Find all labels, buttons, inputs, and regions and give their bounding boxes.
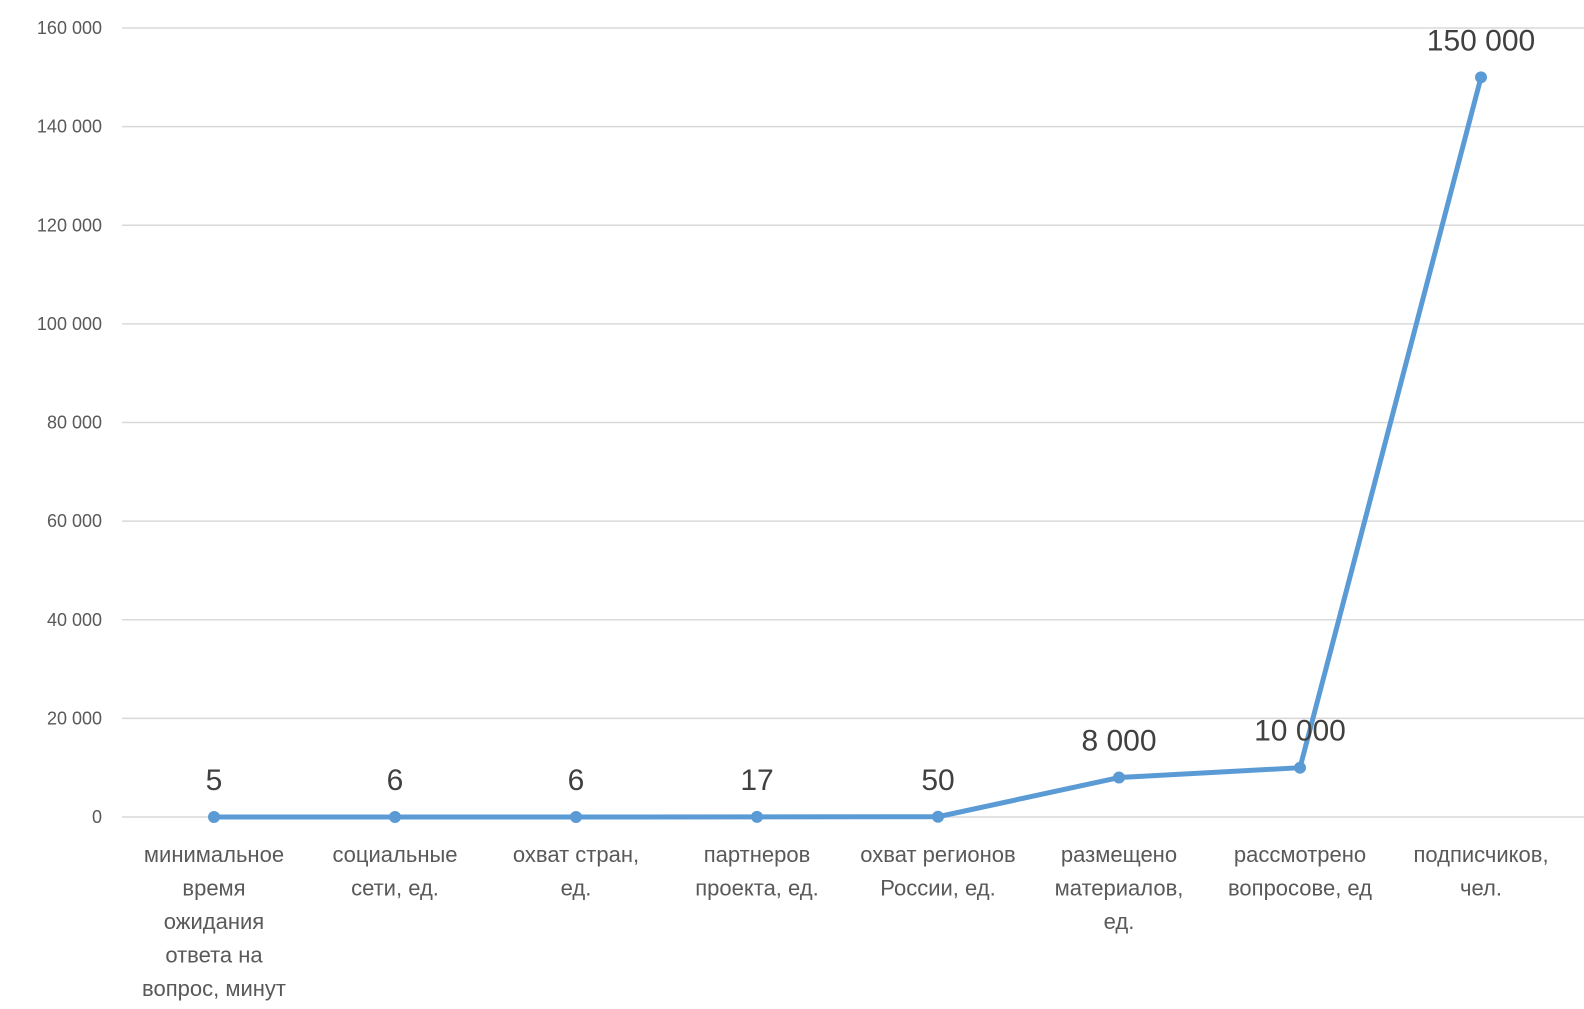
y-tick-label: 40 000: [47, 610, 102, 630]
x-category-label-line: ответа на: [165, 943, 263, 968]
y-axis-tick-labels: 0 20 000 40 000 60 000 80 000 100 000 120 000 1…: [37, 18, 102, 827]
x-category-label-line: партнеров: [704, 842, 811, 867]
y-tick-label: 120 000: [37, 215, 102, 235]
data-label: 150 000: [1427, 24, 1535, 57]
x-category-label: рассмотрено вопросове, ед: [1228, 842, 1372, 901]
x-category-label-line: рассмотрено: [1234, 842, 1366, 867]
series-line: [211, 74, 1484, 820]
data-labels: 5 6 6 17 50 8 000 10 000 150 000: [206, 24, 1536, 797]
y-tick-label: 20 000: [47, 708, 102, 728]
data-point: [1294, 761, 1306, 774]
x-category-label-line: материалов,: [1055, 876, 1184, 901]
x-category-label: охват регионов России, ед.: [860, 842, 1015, 901]
x-category-label-line: проекта, ед.: [695, 876, 818, 901]
data-point: [208, 810, 220, 823]
x-category-label-line: вопросове, ед: [1228, 876, 1372, 901]
x-category-label-line: охват регионов: [860, 842, 1015, 867]
x-category-label: минимальное время ожидания ответа на вопрос,…: [142, 842, 286, 1001]
y-tick-label: 80 000: [47, 413, 102, 433]
x-category-label-line: социальные: [332, 842, 457, 867]
x-category-label-line: вопрос, минут: [142, 976, 286, 1001]
data-point: [1113, 771, 1125, 784]
data-point: [932, 810, 944, 823]
x-category-label-line: размещено: [1061, 842, 1177, 867]
y-tick-label: 0: [92, 807, 102, 827]
x-category-label-line: сети, ед.: [351, 876, 439, 901]
x-category-label-line: подписчиков,: [1413, 842, 1548, 867]
data-label: 50: [921, 764, 954, 797]
x-category-label: охват стран, ед.: [513, 842, 639, 901]
y-tick-label: 140 000: [37, 117, 102, 137]
data-point: [389, 810, 401, 823]
x-category-label: размещено материалов, ед.: [1055, 842, 1184, 934]
x-category-label-line: минимальное: [144, 842, 284, 867]
x-category-label-line: ед.: [561, 876, 592, 901]
x-category-label-line: России, ед.: [880, 876, 995, 901]
x-category-label-line: охват стран,: [513, 842, 639, 867]
data-label: 5: [206, 764, 223, 797]
y-tick-label: 100 000: [37, 314, 102, 334]
data-label: 8 000: [1081, 725, 1156, 758]
series-polyline: [211, 74, 1484, 820]
x-category-label-line: время: [182, 876, 245, 901]
x-category-label-line: ожидания: [164, 909, 264, 934]
x-axis-category-labels: минимальное время ожидания ответа на вопрос,…: [142, 842, 1549, 1001]
data-point: [751, 810, 763, 823]
data-point: [570, 810, 582, 823]
x-category-label-line: ед.: [1104, 909, 1135, 934]
y-tick-label: 160 000: [37, 18, 102, 38]
data-label: 10 000: [1254, 715, 1346, 748]
x-category-label: социальные сети, ед.: [332, 842, 457, 901]
gridlines: [122, 27, 1584, 818]
x-category-label-line: чел.: [1460, 876, 1502, 901]
x-category-label: подписчиков, чел.: [1413, 842, 1548, 901]
y-tick-label: 60 000: [47, 511, 102, 531]
data-points: [208, 71, 1487, 823]
data-label: 6: [387, 764, 404, 797]
data-label: 17: [740, 764, 773, 797]
data-label: 6: [568, 764, 585, 797]
data-point: [1475, 71, 1487, 84]
x-category-label: партнеров проекта, ед.: [695, 842, 818, 901]
